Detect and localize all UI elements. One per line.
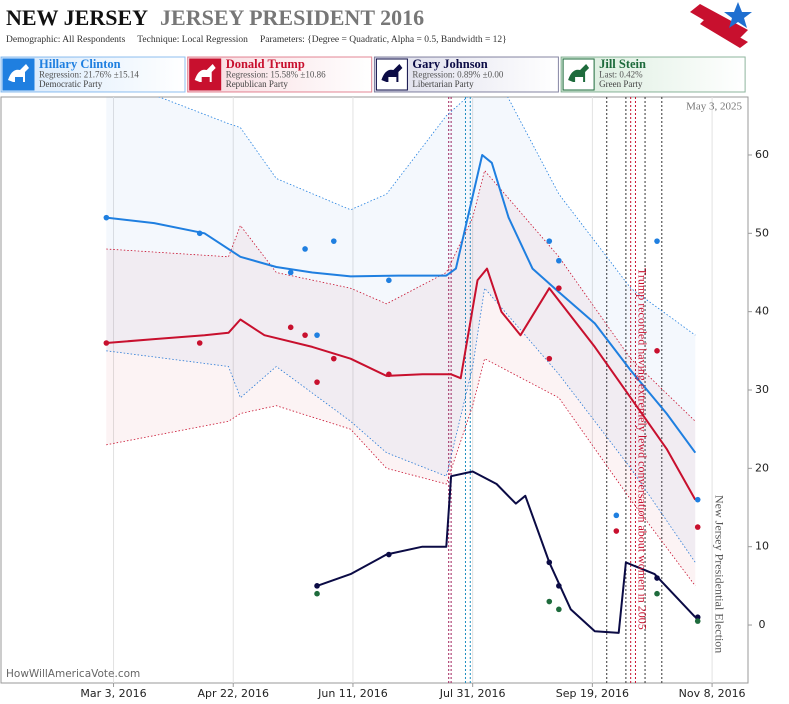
stamp: May 3, 2025	[686, 101, 742, 113]
poll-point	[196, 230, 203, 237]
legend-party: Libertarian Party	[412, 79, 474, 89]
chart-title: NEW JERSEY	[6, 5, 148, 30]
poll-point	[287, 324, 294, 331]
legend-summary: Last: 0.42%	[599, 70, 643, 80]
poll-point	[694, 524, 701, 530]
poll-point	[302, 246, 308, 252]
source: HowWillAmericaVote.com	[6, 668, 140, 680]
annotation: Trump recorded having extremely lewd con…	[636, 268, 650, 630]
poll-point	[196, 340, 203, 346]
legend-icon-shape	[381, 64, 403, 82]
legend-name: Donald Trump	[226, 57, 305, 71]
legend-name: Hillary Clinton	[39, 57, 121, 71]
y-tick-label: 30	[755, 383, 769, 396]
regression-line	[106, 154, 697, 454]
x-tick-label: Jun 11, 2016	[317, 687, 388, 700]
confidence-band	[106, 170, 696, 586]
legend-party: Democratic Party	[39, 79, 103, 89]
poll-point	[314, 332, 320, 338]
poll-point	[556, 606, 562, 613]
annotation: New Jersey Presidential Election	[712, 495, 726, 653]
poll-point	[330, 238, 337, 244]
y-tick-label: 20	[755, 461, 769, 474]
x-tick-label: Apr 22, 2016	[197, 687, 269, 700]
legend-icon-shape	[194, 64, 216, 82]
poll-point	[613, 512, 620, 519]
band-edge	[106, 287, 696, 563]
poll-point	[386, 277, 392, 284]
poll-point	[613, 528, 620, 534]
legend-party: Republican Party	[226, 79, 289, 89]
poll-point	[314, 583, 320, 589]
poll-point	[103, 340, 110, 346]
confidence-band	[106, 97, 696, 563]
y-tick-label: 0	[759, 618, 766, 631]
band-edge	[106, 169, 696, 422]
poll-point	[694, 614, 701, 620]
x-tick-label: Sep 19, 2016	[556, 687, 629, 700]
poll-point	[556, 583, 562, 589]
poll-point	[314, 379, 320, 385]
info-text: Technique: Local Regression	[137, 35, 248, 45]
poll-point	[546, 559, 553, 566]
poll-point	[654, 348, 660, 354]
poll-point	[694, 496, 701, 503]
legend-summary: Regression: 0.89% ±0.00	[412, 70, 503, 80]
legend-name: Gary Johnson	[412, 57, 487, 71]
regression-line	[106, 267, 697, 501]
poll-point	[654, 575, 660, 581]
poll-point	[546, 238, 553, 244]
poll-point	[302, 332, 308, 338]
poll-point	[556, 257, 562, 264]
info-text: Demographic: All Respondents	[6, 35, 126, 45]
legend-icon-shape	[568, 64, 590, 82]
regression-line	[316, 470, 697, 634]
poll-point	[546, 598, 553, 605]
legend-name: Jill Stein	[599, 57, 646, 71]
poll-point	[103, 214, 110, 221]
legend-party: Green Party	[599, 79, 643, 89]
poll-point	[546, 355, 553, 362]
info-text: Parameters: {Degree = Quadratic, Alpha =…	[260, 35, 507, 45]
poll-point	[654, 590, 660, 597]
poll-point	[654, 238, 660, 244]
poll-point	[287, 269, 294, 276]
y-tick-label: 60	[755, 148, 769, 161]
band-edge	[158, 97, 696, 336]
legend-summary: Regression: 15.58% ±10.86	[226, 70, 326, 80]
x-tick-label: Nov 8, 2016	[679, 687, 746, 700]
y-tick-label: 50	[755, 226, 769, 239]
poll-point	[386, 551, 392, 558]
y-tick-label: 10	[755, 540, 769, 553]
y-tick-label: 40	[755, 305, 769, 318]
band-edge	[106, 358, 696, 587]
legend-summary: Regression: 21.76% ±15.14	[39, 70, 139, 80]
poll-point	[314, 590, 320, 597]
poll-point	[694, 618, 701, 624]
x-tick-label: Mar 3, 2016	[80, 687, 146, 700]
poll-point	[556, 285, 562, 291]
logo	[690, 2, 752, 48]
poll-point	[330, 355, 337, 362]
poll-point	[386, 371, 392, 378]
x-tick-label: Jul 31, 2016	[439, 687, 506, 700]
chart-subtitle: JERSEY PRESIDENT 2016	[160, 5, 424, 30]
legend-icon-shape	[8, 64, 29, 82]
